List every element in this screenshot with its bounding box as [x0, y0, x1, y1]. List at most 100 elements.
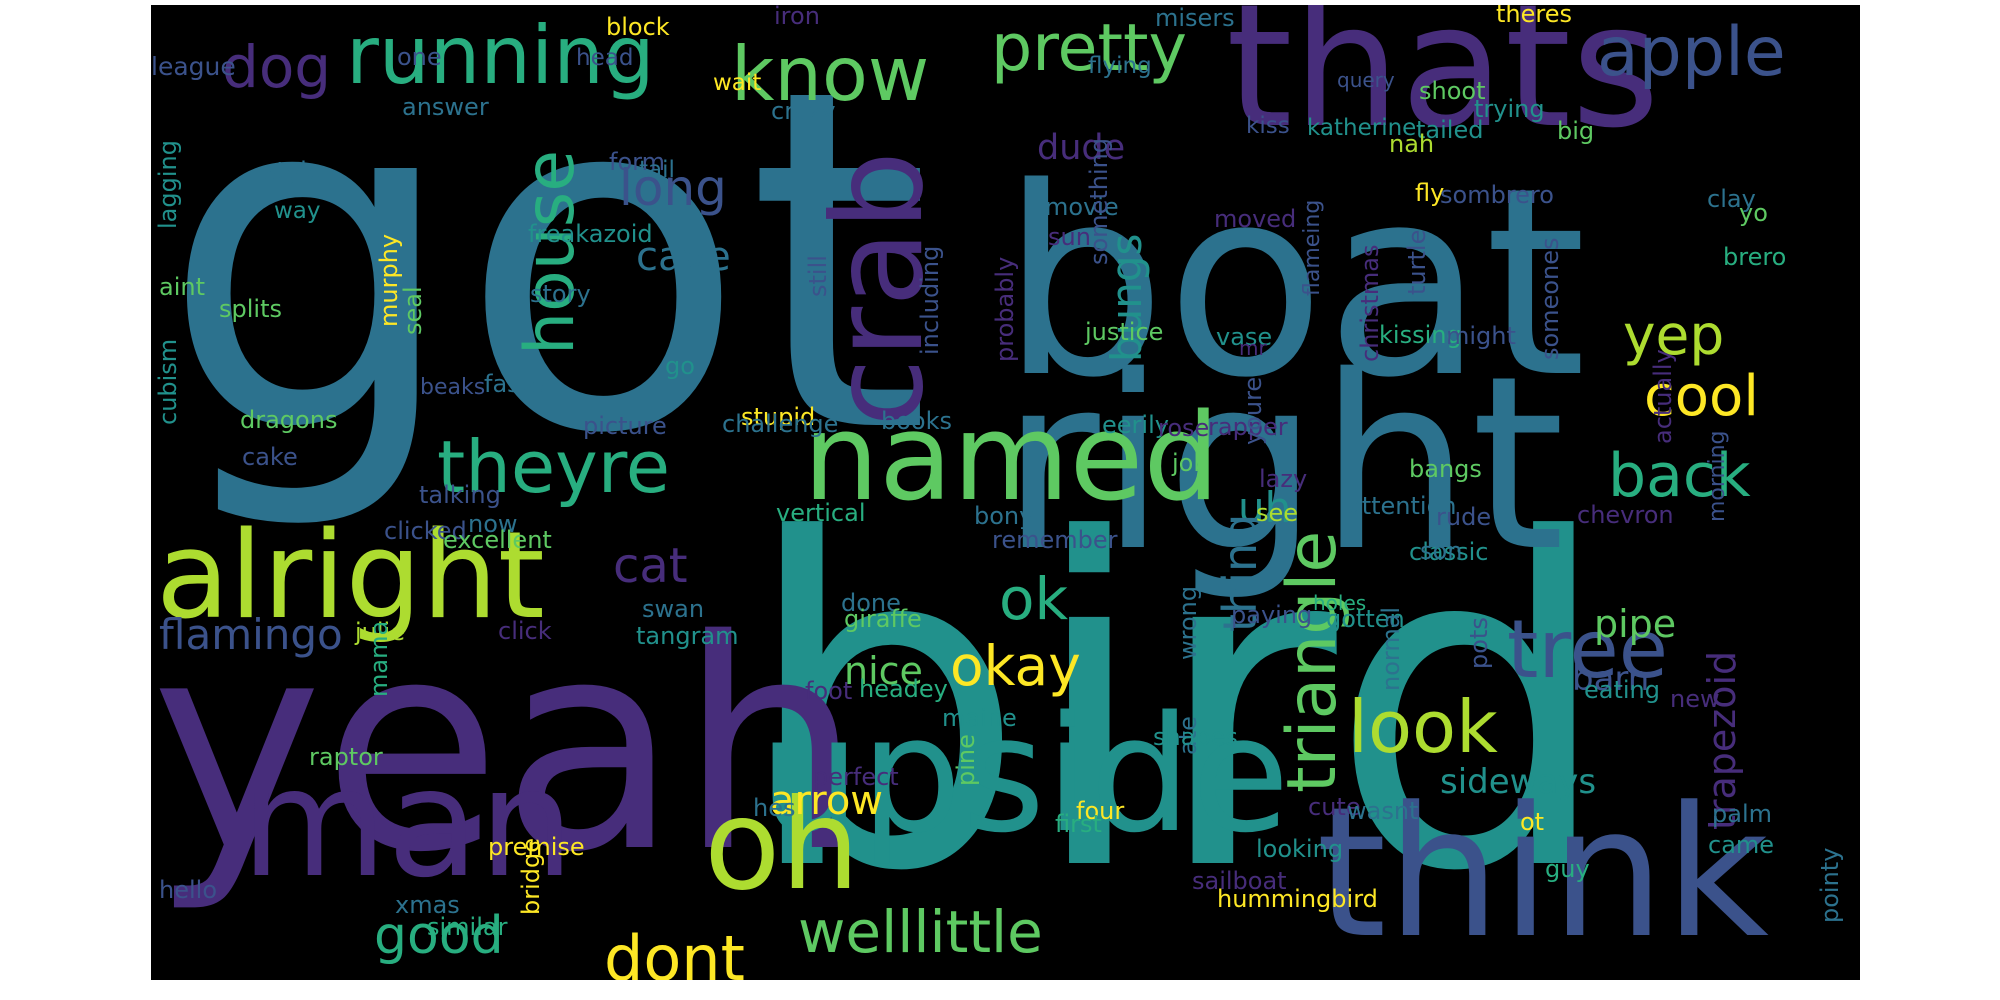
- word-flying: flying: [1088, 53, 1152, 79]
- word-books: books: [881, 407, 952, 435]
- word-palm: palm: [1712, 800, 1772, 828]
- word-picture: picture: [583, 412, 667, 440]
- word-eating: eating: [1584, 676, 1660, 704]
- word-raptor: raptor: [309, 743, 383, 771]
- word-sun: sun: [1048, 223, 1091, 251]
- word-now: now: [468, 510, 518, 538]
- word-hello: hello: [159, 876, 217, 904]
- word-rude: rude: [1436, 503, 1491, 531]
- word-shapes: shapes: [1153, 723, 1238, 751]
- word-rose: rose: [1158, 414, 1209, 442]
- word-head: head: [576, 45, 633, 71]
- word-murphy: murphy: [375, 234, 403, 327]
- word-came: came: [1708, 831, 1774, 859]
- word-similar: similar: [427, 913, 508, 941]
- word-christmas: christmas: [1356, 245, 1384, 362]
- word-go: go: [665, 352, 695, 380]
- word-xmas: xmas: [395, 891, 460, 919]
- word-foot: foot: [805, 677, 852, 705]
- word-pointy: pointy: [1816, 848, 1844, 923]
- word-job: job: [1171, 449, 1209, 477]
- word-swan: swan: [642, 595, 704, 623]
- word-morning: morning: [1705, 430, 1730, 522]
- word-sombrero: sombrero: [1440, 181, 1554, 209]
- word-dont: dont: [604, 922, 745, 980]
- word-classic: classic: [1409, 538, 1488, 566]
- word-know: know: [731, 30, 929, 118]
- word-ate: ate: [1174, 716, 1202, 755]
- word-moved: moved: [1214, 205, 1296, 233]
- word-trying: trying: [1474, 95, 1545, 123]
- word-maine: maine: [942, 704, 1017, 732]
- word-eerily: eerily: [1102, 411, 1169, 439]
- word-cute: cute: [1308, 793, 1361, 821]
- word-nah: nah: [1389, 130, 1434, 158]
- word-son: son: [1420, 537, 1462, 565]
- word-query: query: [1337, 68, 1395, 92]
- word-four: four: [1076, 797, 1124, 825]
- word-movie: movie: [1045, 193, 1119, 221]
- word-cool: cool: [1644, 364, 1759, 429]
- word-beaks: beaks: [420, 375, 485, 400]
- word-bangs: bangs: [1409, 455, 1482, 483]
- word-julie: julie: [354, 618, 405, 646]
- word-someones: someones: [1536, 238, 1564, 361]
- word-yeah: yeah: [151, 579, 863, 916]
- word-dragons: dragons: [240, 406, 337, 434]
- word-actually: actually: [1649, 349, 1677, 444]
- word-excellent: excellent: [443, 526, 552, 554]
- word-paying: paying: [1231, 601, 1312, 629]
- word-good: good: [374, 906, 504, 966]
- word-upside: upside: [759, 681, 1290, 868]
- word-freakazoid: freakazoid: [528, 220, 653, 248]
- word-running: running: [346, 9, 655, 102]
- word-big: big: [1557, 117, 1594, 145]
- word-named: named: [803, 389, 1219, 528]
- word-brero: brero: [1723, 243, 1786, 271]
- word-tail: tail: [639, 157, 675, 183]
- word-cloud: got bird boat yeah right thats think upside man n…: [151, 5, 1860, 980]
- word-wrong: wrong: [1174, 586, 1202, 660]
- word-cake: cake: [242, 443, 298, 471]
- word-faster: faster: [484, 370, 554, 398]
- word-thats: thats: [1226, 5, 1660, 166]
- word-welllittle: welllittle: [798, 898, 1043, 966]
- word-headey: headey: [859, 675, 948, 703]
- word-pipe: pipe: [1594, 602, 1676, 646]
- word-lazy: lazy: [1259, 465, 1307, 493]
- word-tangram: tangram: [636, 622, 739, 650]
- word-oh: oh: [704, 773, 860, 918]
- word-cloud-background: [151, 5, 1860, 980]
- word-turtle: turtle: [1403, 230, 1431, 295]
- word-clicked: clicked: [384, 517, 467, 545]
- word-new: new: [1670, 685, 1720, 713]
- word-theres: theres: [1496, 5, 1572, 28]
- word-look: look: [1348, 685, 1498, 769]
- word-splits: splits: [219, 295, 282, 323]
- word-answer: answer: [402, 93, 489, 121]
- word-mama: mama: [365, 621, 393, 697]
- word-theyre: theyre: [437, 425, 670, 509]
- word-one: one: [397, 43, 442, 71]
- word-think: think: [1316, 769, 1769, 978]
- word-aint: aint: [159, 273, 205, 301]
- word-pine: pine: [952, 734, 980, 786]
- word-man: man: [241, 737, 574, 911]
- word-looking: looking: [1256, 835, 1343, 863]
- word-including: including: [916, 246, 944, 355]
- word-bony: bony: [974, 502, 1033, 530]
- word-click: click: [498, 617, 552, 645]
- word-still: still: [804, 255, 832, 297]
- word-arrow: arrow: [770, 778, 883, 824]
- word-hes: hes: [753, 794, 795, 822]
- word-normal: normal: [1377, 607, 1405, 691]
- word-probably: probably: [991, 257, 1019, 362]
- word-style: style: [264, 157, 322, 185]
- word-pots: pots: [1465, 617, 1493, 669]
- word-might: might: [1446, 322, 1516, 350]
- word-misers: misers: [1155, 5, 1235, 32]
- word-premise: premise: [488, 833, 585, 861]
- word-yo: yo: [1739, 199, 1768, 227]
- word-house: house: [511, 150, 590, 355]
